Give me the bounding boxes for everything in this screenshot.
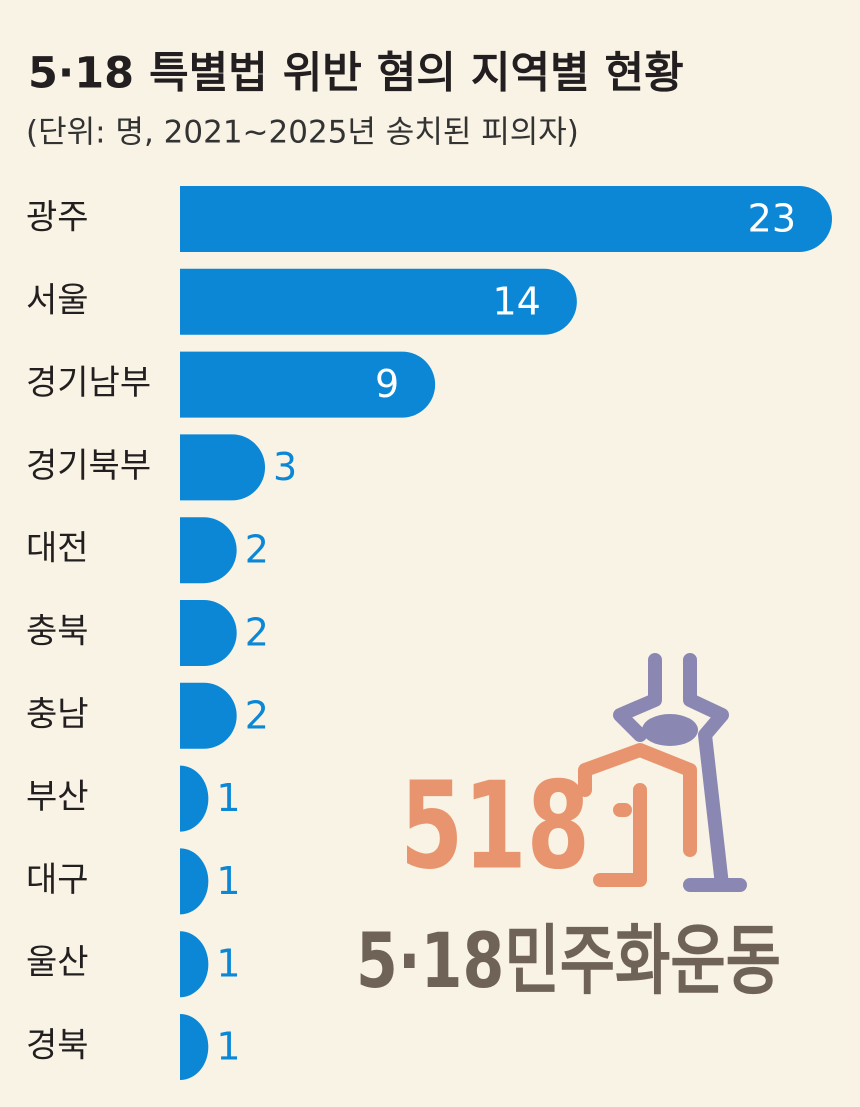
value-label: 1	[216, 776, 240, 820]
category-label: 울산	[26, 943, 89, 983]
bar	[180, 931, 209, 998]
bar	[180, 351, 436, 418]
category-label: 경기북부	[26, 446, 151, 486]
category-label: 경기남부	[26, 363, 151, 403]
bar	[180, 1014, 209, 1080]
category-label: 충북	[26, 612, 89, 652]
logo: 518 5·18민주화운동	[356, 653, 781, 1005]
bar	[180, 765, 209, 832]
bar	[180, 848, 209, 915]
category-label: 대전	[26, 529, 89, 569]
chart-subtitle: (단위: 명, 2021~2025년 송치된 피의자)	[26, 115, 579, 151]
logo-frame	[613, 653, 729, 892]
value-label: 1	[216, 1025, 240, 1069]
category-label: 충남	[26, 694, 89, 734]
logo-bell	[642, 714, 698, 746]
category-label: 경북	[26, 1026, 89, 1066]
value-label: 2	[245, 693, 269, 737]
bar	[180, 268, 577, 335]
value-label: 9	[375, 362, 399, 406]
logo-house	[578, 743, 697, 887]
value-label: 23	[748, 197, 796, 241]
category-label: 대구	[26, 860, 89, 900]
category-label: 서울	[26, 280, 89, 320]
value-label: 1	[216, 942, 240, 986]
bar	[180, 186, 832, 252]
category-label: 부산	[26, 777, 89, 817]
logo-number: 518	[400, 758, 590, 897]
logo-text: 5·18민주화운동	[356, 916, 781, 1005]
category-label: 광주	[26, 198, 89, 238]
chart-title: 5·18 특별법 위반 혐의 지역별 현황	[28, 49, 684, 99]
value-label: 14	[493, 279, 541, 323]
value-label: 1	[216, 859, 240, 903]
bar	[180, 434, 266, 501]
value-label: 3	[273, 445, 297, 489]
value-label: 2	[245, 528, 269, 572]
bar	[180, 517, 237, 584]
value-label: 2	[245, 611, 269, 655]
bar	[180, 682, 237, 749]
bar	[180, 600, 237, 666]
